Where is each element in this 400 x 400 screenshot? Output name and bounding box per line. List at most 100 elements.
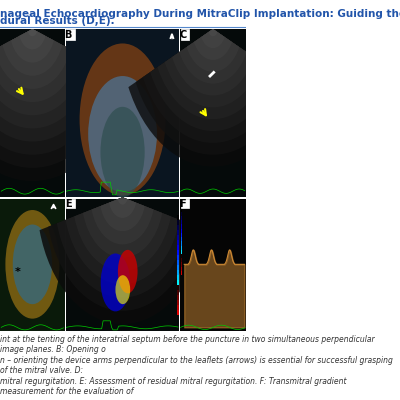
- Wedge shape: [150, 29, 276, 131]
- Bar: [180, 267, 182, 271]
- Bar: [180, 229, 182, 233]
- Bar: [177, 216, 179, 221]
- Bar: [180, 262, 182, 267]
- Bar: [177, 270, 179, 275]
- Bar: [0, 199, 65, 331]
- Bar: [177, 235, 179, 241]
- Bar: [177, 240, 179, 246]
- Wedge shape: [208, 29, 218, 36]
- Wedge shape: [48, 197, 197, 311]
- Wedge shape: [83, 197, 162, 258]
- Bar: [177, 255, 179, 260]
- Bar: [177, 250, 179, 256]
- Bar: [0, 199, 65, 331]
- Bar: [180, 199, 246, 331]
- Bar: [180, 199, 246, 331]
- Ellipse shape: [88, 76, 157, 192]
- Wedge shape: [0, 29, 79, 102]
- Wedge shape: [194, 29, 232, 60]
- Ellipse shape: [101, 254, 130, 312]
- Wedge shape: [109, 197, 136, 218]
- Wedge shape: [187, 29, 239, 72]
- Bar: [66, 29, 75, 40]
- Wedge shape: [40, 197, 206, 324]
- Bar: [0, 29, 65, 197]
- Bar: [180, 258, 182, 262]
- Bar: [180, 271, 182, 275]
- Polygon shape: [171, 34, 173, 38]
- Bar: [180, 208, 182, 212]
- Text: nageal Echocardiography During MitraClip Implantation: Guiding the Intervent: nageal Echocardiography During MitraClip…: [0, 9, 400, 19]
- Text: C: C: [179, 30, 186, 40]
- Wedge shape: [128, 29, 298, 166]
- Bar: [180, 237, 182, 241]
- Wedge shape: [0, 29, 129, 181]
- Wedge shape: [201, 29, 225, 48]
- Wedge shape: [172, 29, 254, 96]
- Bar: [177, 300, 179, 305]
- Wedge shape: [136, 29, 290, 155]
- Wedge shape: [0, 29, 104, 142]
- Wedge shape: [66, 197, 180, 284]
- Bar: [177, 290, 179, 295]
- Wedge shape: [20, 29, 46, 49]
- Wedge shape: [11, 29, 54, 62]
- Text: E: E: [65, 199, 72, 209]
- Wedge shape: [74, 197, 171, 271]
- Bar: [177, 230, 179, 236]
- Bar: [66, 199, 179, 331]
- Text: *: *: [15, 266, 21, 276]
- Bar: [177, 310, 179, 315]
- Wedge shape: [92, 197, 154, 244]
- Wedge shape: [0, 29, 112, 155]
- Wedge shape: [100, 197, 145, 231]
- Ellipse shape: [13, 224, 52, 304]
- Bar: [180, 29, 246, 197]
- Ellipse shape: [116, 275, 130, 304]
- Bar: [66, 29, 179, 197]
- Bar: [180, 233, 182, 237]
- Bar: [180, 246, 182, 250]
- Wedge shape: [57, 197, 188, 298]
- Wedge shape: [0, 29, 87, 115]
- Ellipse shape: [80, 44, 166, 196]
- Wedge shape: [0, 29, 71, 89]
- Bar: [177, 295, 179, 300]
- Bar: [180, 250, 182, 254]
- Bar: [180, 216, 182, 220]
- Bar: [66, 199, 179, 331]
- Text: F: F: [180, 199, 186, 209]
- Bar: [0, 29, 65, 197]
- Wedge shape: [0, 29, 96, 128]
- Bar: [180, 212, 182, 216]
- Ellipse shape: [118, 250, 138, 293]
- Polygon shape: [52, 204, 56, 208]
- Text: B: B: [64, 30, 72, 40]
- Bar: [177, 245, 179, 251]
- Wedge shape: [165, 29, 261, 107]
- Bar: [177, 275, 179, 280]
- Bar: [177, 260, 179, 266]
- Bar: [177, 220, 179, 226]
- Bar: [180, 254, 182, 258]
- Ellipse shape: [6, 210, 60, 319]
- Ellipse shape: [100, 107, 145, 197]
- Bar: [180, 224, 182, 229]
- Wedge shape: [28, 29, 37, 36]
- Wedge shape: [0, 29, 121, 168]
- Bar: [181, 29, 189, 40]
- Bar: [181, 199, 189, 208]
- Wedge shape: [179, 29, 246, 84]
- Text: int at the tenting of the interatrial septum before the puncture in two simultan: int at the tenting of the interatrial se…: [0, 335, 393, 396]
- Bar: [177, 285, 179, 290]
- Bar: [66, 199, 75, 208]
- Bar: [180, 29, 246, 197]
- Wedge shape: [143, 29, 283, 143]
- Bar: [180, 241, 182, 246]
- Wedge shape: [3, 29, 62, 76]
- Bar: [177, 265, 179, 270]
- Bar: [177, 225, 179, 231]
- Wedge shape: [158, 29, 268, 119]
- Bar: [66, 29, 179, 197]
- Bar: [180, 220, 182, 224]
